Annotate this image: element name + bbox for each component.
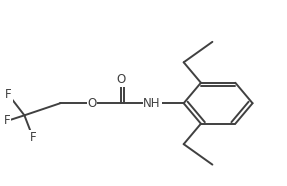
Text: F: F [5, 88, 12, 101]
Text: O: O [116, 73, 125, 86]
Text: NH: NH [144, 97, 161, 110]
Text: O: O [87, 97, 96, 110]
Text: F: F [4, 114, 11, 127]
Text: F: F [30, 131, 36, 144]
